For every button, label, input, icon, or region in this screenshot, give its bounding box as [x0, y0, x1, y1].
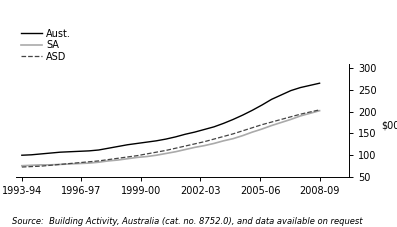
- Y-axis label: $000: $000: [381, 120, 397, 130]
- Legend: Aust., SA, ASD: Aust., SA, ASD: [21, 29, 71, 62]
- Text: Source:  Building Activity, Australia (cat. no. 8752.0), and data available on r: Source: Building Activity, Australia (ca…: [12, 217, 362, 226]
